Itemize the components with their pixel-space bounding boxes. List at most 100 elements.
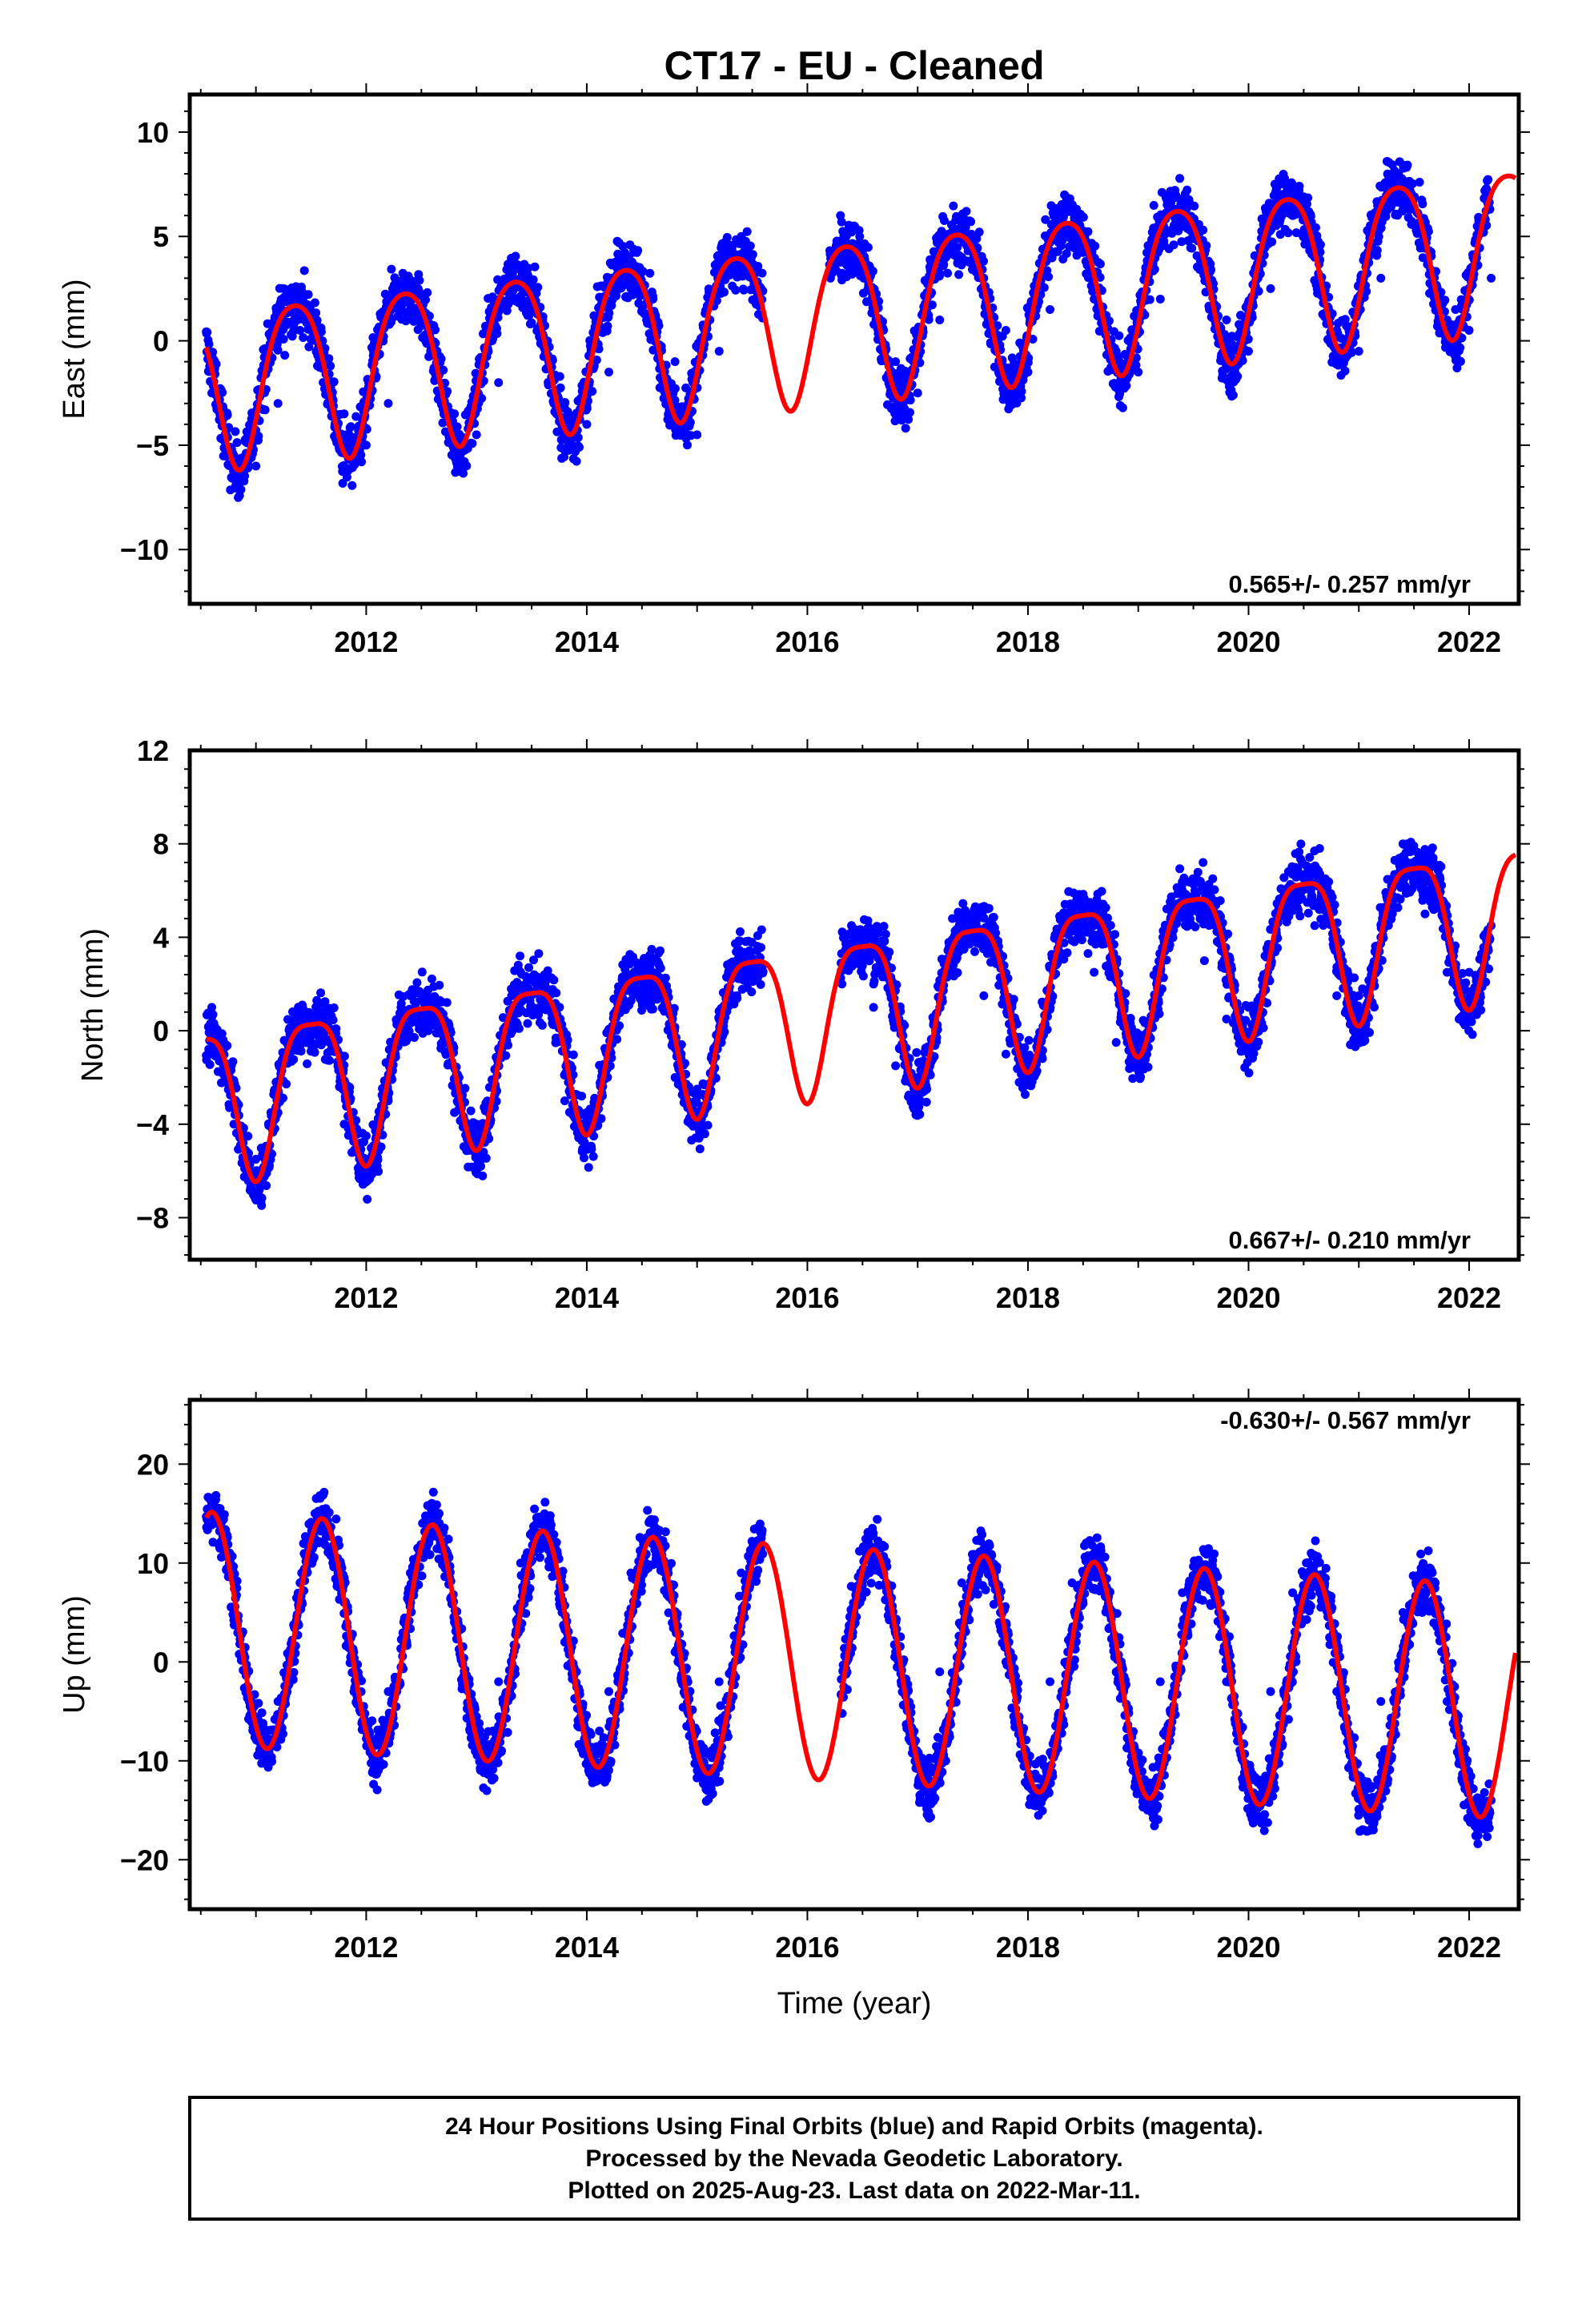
east-daily-point: [1083, 227, 1093, 236]
east-daily-point: [993, 321, 1002, 331]
north-daily-point: [329, 1003, 339, 1012]
east-daily-point: [927, 300, 937, 310]
east-data-point: [1376, 273, 1386, 283]
north-daily-point: [612, 1035, 622, 1044]
east-daily-point: [556, 383, 565, 392]
east-data-point: [251, 461, 261, 471]
north-daily-point: [514, 1023, 524, 1033]
east-daily-point: [203, 328, 212, 337]
east-daily-point: [273, 345, 283, 355]
east-data-point: [957, 252, 966, 262]
east-daily-point: [492, 329, 502, 338]
north-daily-point: [524, 963, 533, 972]
east-daily-point: [592, 356, 601, 364]
east-daily-point: [1311, 223, 1320, 232]
east-daily-point: [1418, 199, 1427, 209]
north-daily-point: [310, 1047, 319, 1057]
north-daily-point: [417, 967, 427, 977]
east-x-tick-label: 2014: [555, 625, 619, 658]
north-daily-point: [296, 1047, 306, 1055]
east-daily-point: [588, 387, 597, 396]
east-daily-point: [533, 283, 543, 292]
east-daily-point: [356, 450, 366, 460]
east-daily-point: [966, 217, 976, 227]
east-daily-point: [1340, 366, 1350, 376]
north-daily-point: [537, 1020, 547, 1030]
east-data-point: [1354, 347, 1363, 356]
east-data-point: [1487, 273, 1496, 283]
east-daily-point: [974, 227, 984, 237]
east-daily-point: [638, 267, 648, 276]
north-x-tick-label: 2012: [334, 1281, 398, 1314]
east-data-point: [361, 440, 371, 450]
north-daily-point: [339, 1051, 349, 1061]
east-daily-point: [685, 417, 695, 427]
north-y-tick-label: 12: [137, 734, 169, 767]
east-data-point: [1155, 294, 1165, 304]
east-daily-point: [1114, 331, 1124, 340]
east-daily-point: [218, 388, 227, 397]
east-daily-point: [468, 439, 477, 448]
east-daily-point: [648, 345, 658, 355]
east-daily-point: [1017, 387, 1026, 396]
east-daily-point: [1456, 343, 1465, 352]
east-daily-point: [326, 361, 335, 371]
east-data-point: [1178, 221, 1187, 231]
east-daily-point: [954, 270, 964, 279]
north-daily-point: [325, 1055, 334, 1065]
east-rate-annotation: 0.565+/- 0.257 mm/yr: [1229, 570, 1471, 598]
east-daily-point: [312, 316, 322, 325]
east-daily-point: [863, 243, 873, 252]
east-daily-point: [1238, 356, 1247, 365]
east-data-point: [339, 409, 349, 419]
east-daily-point: [1303, 193, 1313, 203]
north-y-tick-label: −8: [136, 1201, 169, 1234]
east-daily-point: [897, 416, 906, 425]
east-daily-point: [582, 404, 592, 413]
north-y-tick-label: 4: [153, 921, 169, 954]
north-daily-point: [289, 1055, 299, 1064]
east-daily-point: [1028, 335, 1038, 344]
east-daily-point: [855, 231, 865, 241]
east-y-tick-label: 0: [153, 325, 169, 358]
north-x-tick-label: 2018: [996, 1281, 1060, 1314]
east-data-point: [670, 357, 680, 367]
north-daily-point: [374, 1167, 383, 1176]
east-daily-point: [311, 308, 321, 318]
east-daily-point: [436, 354, 446, 364]
east-daily-point: [299, 333, 308, 342]
east-daily-point: [1150, 264, 1159, 274]
east-data-point: [891, 357, 901, 367]
east-daily-point: [1062, 249, 1071, 259]
east-daily-point: [573, 432, 583, 442]
east-daily-point: [1415, 178, 1424, 187]
east-daily-point: [1118, 403, 1127, 412]
east-daily-point: [739, 285, 749, 295]
east-data-point: [1134, 368, 1143, 377]
north-daily-point: [363, 1195, 372, 1204]
east-daily-point: [961, 223, 970, 232]
north-daily-point: [478, 1171, 488, 1180]
east-daily-point: [560, 452, 569, 461]
east-y-tick-label: 5: [153, 220, 169, 253]
east-data-point: [1398, 200, 1407, 210]
east-data-point: [1023, 368, 1033, 377]
north-x-tick-label: 2014: [555, 1281, 619, 1314]
east-x-tick-label: 2022: [1437, 625, 1501, 658]
east-daily-point: [346, 422, 355, 432]
east-daily-point: [528, 275, 538, 284]
east-daily-point: [1267, 237, 1277, 247]
east-daily-point: [904, 415, 913, 424]
east-daily-point: [231, 427, 240, 436]
east-daily-point: [279, 335, 288, 344]
east-daily-point: [1243, 335, 1253, 344]
east-daily-point: [949, 201, 958, 211]
east-data-point: [516, 294, 525, 304]
east-daily-point: [303, 290, 313, 300]
east-daily-point: [753, 262, 763, 271]
east-data-point: [604, 368, 613, 377]
north-daily-point: [460, 1084, 470, 1093]
east-data-point: [450, 409, 460, 419]
north-daily-point: [584, 1163, 593, 1172]
